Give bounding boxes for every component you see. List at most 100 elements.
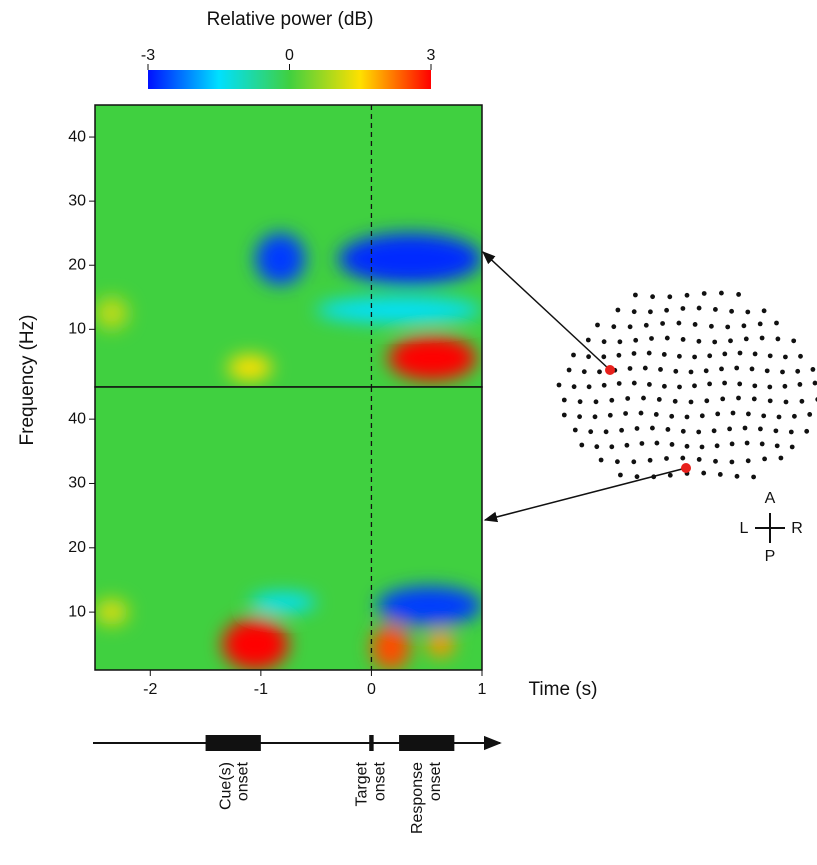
sensor (746, 411, 751, 417)
y-tick-label: 20 (68, 256, 86, 273)
compass-label: A (765, 490, 776, 507)
sensor (804, 428, 810, 434)
sensor (713, 307, 718, 312)
power-blob (95, 599, 129, 625)
sensor (761, 308, 767, 314)
sensor (595, 322, 600, 328)
sensor (745, 458, 751, 464)
sensor (662, 383, 667, 389)
sensor (741, 323, 747, 329)
sensor (615, 307, 621, 313)
power-blob (227, 354, 272, 381)
sensor (571, 384, 577, 390)
sensor (745, 309, 751, 315)
y-tick-label: 40 (68, 410, 86, 427)
sensor (650, 294, 655, 300)
sensor (719, 366, 724, 372)
selected-sensor (681, 463, 691, 473)
sensor (783, 399, 789, 405)
arrow (482, 251, 611, 371)
event-label: onset (372, 761, 389, 801)
sensor (601, 382, 607, 388)
sensor (566, 367, 572, 373)
sensor (757, 321, 763, 327)
sensor (795, 368, 801, 374)
sensor (684, 292, 690, 298)
sensor (667, 294, 673, 300)
sensor (751, 396, 757, 402)
sensor (722, 351, 728, 357)
sensor (774, 443, 780, 449)
sensor (696, 429, 702, 435)
sensor (677, 353, 682, 359)
sensor (776, 414, 782, 420)
sensor (680, 337, 686, 342)
sensor (729, 308, 734, 314)
sensor (616, 381, 622, 386)
sensor (812, 380, 817, 386)
sensor (788, 429, 794, 435)
sensor (664, 335, 670, 341)
sensor (673, 368, 679, 374)
sensor (684, 414, 690, 420)
sensor (699, 444, 705, 450)
power-blob (255, 233, 306, 285)
power-blob (338, 233, 482, 285)
sensor (633, 337, 639, 343)
sensor (656, 397, 662, 402)
sensor (711, 428, 717, 434)
event-box (399, 735, 455, 751)
compass-label: R (791, 520, 803, 537)
sensor (688, 369, 694, 375)
sensor (669, 442, 675, 447)
sensor (623, 411, 628, 416)
sensor (616, 352, 622, 358)
sensor (649, 336, 654, 341)
sensor (601, 339, 607, 345)
sensor (767, 353, 773, 359)
y-tick-label: 10 (68, 321, 86, 338)
y-tick-label: 40 (68, 128, 86, 145)
sensor (737, 350, 743, 356)
sensor (719, 290, 724, 296)
heatmap (95, 233, 482, 381)
sensor (759, 335, 765, 341)
sensor (650, 425, 655, 431)
sensor (774, 320, 779, 326)
sensor (588, 429, 594, 435)
sensor (609, 444, 615, 450)
sensor (643, 322, 649, 328)
sensor (715, 411, 721, 417)
sensor (625, 396, 631, 401)
sensor (707, 353, 713, 359)
sensor (798, 353, 803, 359)
sensor (642, 365, 648, 371)
sensor (641, 395, 646, 401)
sensor (669, 413, 675, 419)
sensor (759, 441, 765, 447)
sensor (571, 352, 576, 358)
sensor (664, 456, 669, 461)
sensor (799, 398, 805, 404)
sensor (624, 442, 630, 448)
sensor (615, 459, 620, 465)
sensor (778, 455, 784, 461)
sensor (572, 427, 578, 433)
sensor (627, 324, 633, 330)
sensor (611, 324, 617, 330)
sensor (633, 292, 638, 298)
blobs (95, 233, 482, 381)
sensor (775, 336, 781, 342)
sensor (647, 382, 652, 387)
sensor (734, 473, 740, 479)
sensor (653, 412, 659, 417)
sensor (704, 398, 710, 404)
sensor (752, 383, 758, 389)
sensor (631, 309, 637, 315)
colorbar-tick-label: 0 (285, 47, 294, 64)
panel-frame (94, 386, 483, 671)
sensor (680, 455, 686, 461)
sensor (665, 427, 671, 432)
sensor (586, 354, 591, 360)
sensor (618, 472, 623, 478)
